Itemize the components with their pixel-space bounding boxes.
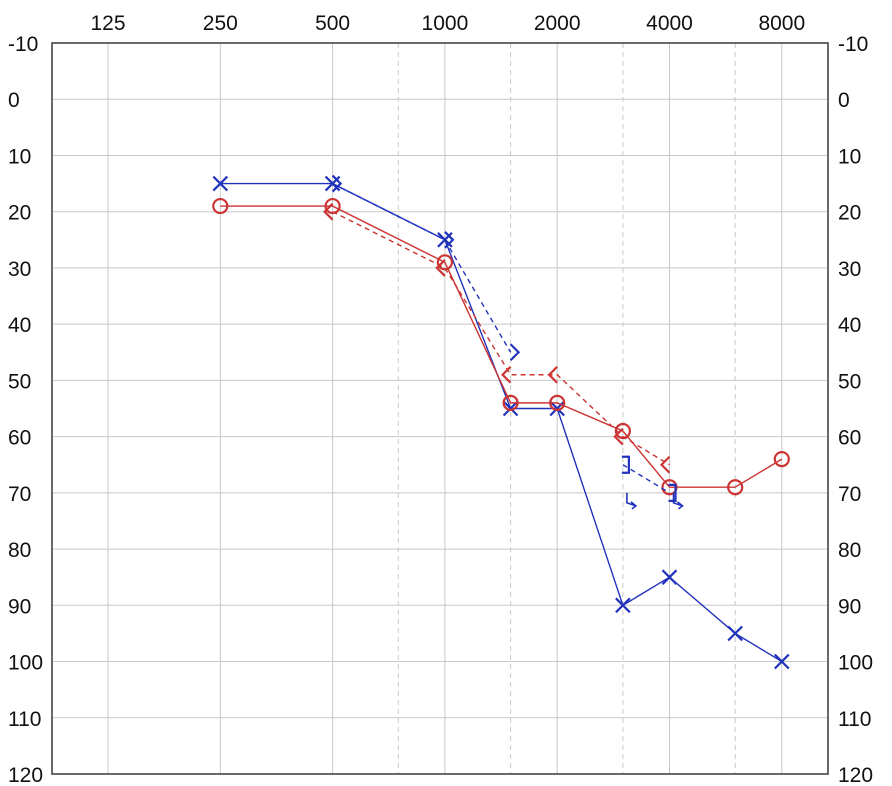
x-tick-label: 4000 (646, 12, 693, 35)
x-tick-label: 500 (315, 12, 350, 35)
y-tick-label-right: 50 (838, 370, 861, 393)
bracket-marker (621, 455, 630, 474)
y-tick-label: 110 (8, 708, 41, 731)
series-1 (212, 197, 790, 496)
x-marker (774, 653, 790, 670)
series-5 (626, 492, 684, 510)
x-tick-labels: 125 250 500 1000 2000 4000 8000 (90, 12, 805, 35)
circle-marker (212, 197, 229, 215)
circle-marker (324, 197, 341, 215)
series-line (220, 182, 783, 663)
series-line (332, 211, 670, 466)
y-tick-label-right: -10 (838, 33, 868, 56)
bracket-marker (668, 483, 677, 502)
y-tick-label-right: 20 (838, 202, 861, 225)
y-tick-label-right: 90 (838, 595, 861, 618)
series-layer (212, 174, 790, 670)
y-tick-label: 30 (8, 258, 31, 281)
x-marker (502, 400, 519, 417)
y-tick-label-right: 100 (838, 652, 873, 675)
y-tick-label-right: 30 (838, 258, 861, 281)
series-3 (323, 202, 671, 474)
y-tick-label-right: 80 (838, 539, 861, 562)
y-tick-label: 10 (8, 145, 31, 168)
x-marker (212, 175, 229, 192)
y-tick-label: 20 (8, 202, 31, 225)
less-marker (501, 365, 512, 384)
x-marker (661, 569, 678, 585)
x-tick-label: 250 (203, 12, 238, 35)
x-marker (549, 400, 565, 417)
less-marker (323, 202, 334, 221)
y-tick-label: 120 (8, 764, 43, 786)
series-0 (212, 175, 790, 670)
less-marker (613, 427, 624, 446)
y-tick-label-right: 120 (838, 764, 873, 786)
circle-marker (549, 394, 566, 411)
y-tick-labels-left: -10 0 10 20 30 40 50 60 70 80 90 100 110 120 (8, 33, 43, 786)
grid-layer (52, 42, 828, 775)
y-tick-label-right: 0 (838, 89, 850, 112)
y-tick-label: 40 (8, 314, 31, 337)
circle-marker (502, 394, 519, 411)
x-tick-label: 2000 (534, 12, 581, 35)
y-tick-label: 60 (8, 427, 31, 450)
circle-marker (436, 254, 453, 271)
y-tick-label: 70 (8, 483, 31, 506)
x-marker (727, 625, 743, 642)
y-tick-label: 90 (8, 595, 31, 618)
less-marker (547, 365, 558, 384)
x-tick-label: 125 (90, 12, 125, 35)
y-tick-label-right: 40 (838, 314, 861, 337)
x-tick-label: 1000 (422, 12, 469, 35)
circle-marker (614, 422, 631, 440)
x-marker (615, 597, 631, 614)
y-tick-label: 50 (8, 370, 31, 393)
series-2 (331, 174, 521, 362)
plot-frame (51, 42, 829, 775)
greater-marker (331, 174, 343, 193)
y-tick-labels-right: -10 0 10 20 30 40 50 60 70 80 90 100 110 120 (838, 33, 873, 786)
x-tick-label: 8000 (758, 12, 805, 35)
y-tick-label-right: 10 (838, 145, 861, 168)
less-marker (435, 259, 446, 277)
y-tick-label: 80 (8, 539, 31, 562)
y-tick-label-right: 60 (838, 427, 861, 450)
series-4 (621, 455, 677, 502)
series-line (622, 464, 670, 494)
less-marker (659, 455, 671, 474)
y-tick-label: -10 (8, 33, 38, 56)
y-tick-label-right: 70 (838, 483, 861, 506)
no-response-arrow-marker (672, 492, 684, 510)
circle-marker (727, 479, 744, 496)
circle-marker (773, 451, 790, 468)
y-tick-label: 0 (8, 89, 20, 112)
y-tick-label-right: 110 (838, 708, 871, 731)
greater-marker (509, 343, 521, 362)
series-line (220, 205, 783, 488)
no-response-arrow-marker (626, 492, 638, 510)
y-tick-label: 100 (8, 652, 43, 675)
greater-marker (444, 231, 455, 249)
